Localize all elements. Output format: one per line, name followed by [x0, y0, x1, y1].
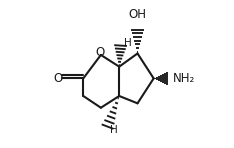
- Text: H: H: [124, 38, 132, 48]
- Text: O: O: [53, 72, 63, 85]
- Text: O: O: [95, 46, 105, 59]
- Text: H: H: [110, 125, 118, 135]
- Text: OH: OH: [128, 8, 146, 21]
- Text: NH₂: NH₂: [173, 72, 195, 85]
